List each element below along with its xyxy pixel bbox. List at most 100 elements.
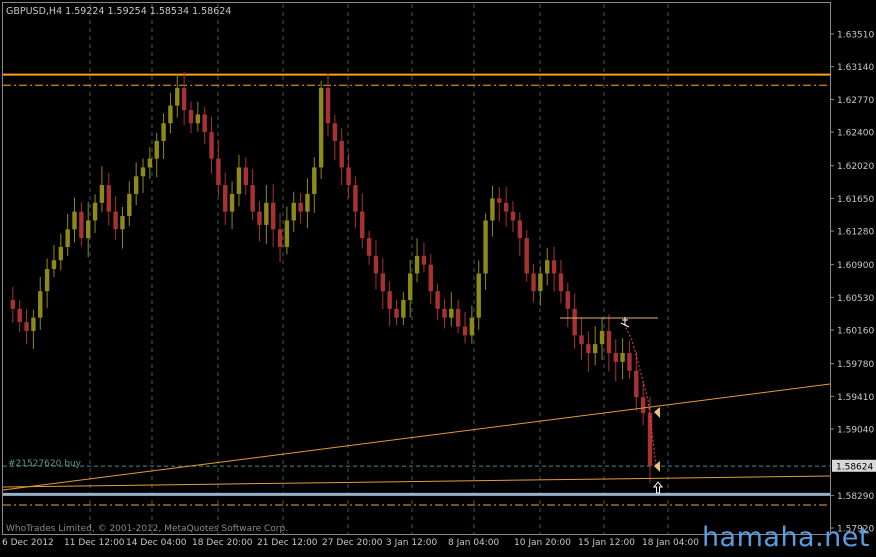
candle [264, 185, 269, 244]
price-tick-label: 1.57920 [837, 525, 874, 535]
price-tick-label: 1.59410 [837, 393, 874, 403]
order-label: #21527620 buy [8, 459, 82, 469]
price-tick-label: 1.62400 [837, 129, 874, 139]
candle [373, 239, 379, 290]
price-tick-label: 1.59040 [837, 426, 874, 436]
candle [428, 254, 433, 305]
candle [414, 238, 420, 283]
candle [455, 299, 461, 334]
candle [558, 259, 564, 304]
candle [223, 172, 228, 225]
trendline-lower[interactable] [2, 475, 831, 488]
time-tick-label: 8 Jan 04:00 [448, 538, 500, 548]
cursor-crosshair-icon [620, 317, 630, 328]
candle [497, 187, 502, 222]
candle [168, 92, 173, 134]
candle [127, 181, 132, 226]
candle [243, 157, 248, 196]
time-tick-label: 14 Dec 04:00 [126, 538, 187, 548]
candle [634, 351, 639, 412]
candle [58, 233, 64, 271]
candle [531, 264, 536, 302]
candle [490, 185, 495, 237]
candle [236, 154, 242, 207]
candle [65, 213, 70, 257]
candle [606, 314, 612, 372]
candle [51, 245, 57, 278]
candle [442, 298, 447, 329]
candle [31, 309, 36, 349]
candle [250, 168, 255, 221]
candle [421, 242, 427, 273]
candle [257, 201, 262, 242]
candles [10, 71, 653, 483]
price-tick-label: 1.59780 [837, 360, 874, 370]
time-tick-label: 27 Dec 20:00 [322, 538, 383, 548]
time-tick-label: 6 Dec 2012 [2, 538, 54, 548]
candle [545, 247, 550, 286]
grid [89, 4, 669, 534]
time-tick-label: 18 Jan 04:00 [642, 538, 699, 548]
current-marker-icon [654, 461, 660, 472]
candle [346, 153, 351, 198]
candle [613, 339, 618, 382]
candle [229, 181, 235, 230]
candle [503, 186, 509, 227]
candle [38, 276, 43, 330]
candle [572, 293, 577, 349]
candle [113, 196, 118, 240]
candle [565, 282, 570, 328]
price-tick-label: 1.61280 [837, 228, 874, 238]
current-price-box [832, 459, 876, 472]
candle [469, 305, 475, 344]
candle [366, 230, 372, 265]
trendline-upper[interactable] [2, 383, 831, 491]
candle [599, 317, 605, 360]
candle [270, 184, 276, 248]
candle [462, 311, 468, 344]
candle [72, 197, 77, 243]
candle [538, 266, 543, 306]
candle [435, 283, 440, 321]
candle [401, 291, 406, 326]
candle [360, 193, 365, 249]
price-tick-label: 1.60900 [837, 261, 874, 271]
candle [291, 191, 296, 232]
candle [154, 132, 159, 178]
chart-objects[interactable] [2, 317, 831, 494]
time-tick-label: 21 Dec 12:00 [257, 538, 318, 548]
price-tick-label: 1.63140 [837, 63, 874, 73]
candle [592, 326, 598, 366]
horizontal-levels[interactable] [3, 73, 830, 506]
candle [586, 331, 591, 373]
candle [517, 212, 523, 257]
candle [318, 80, 324, 179]
candle [195, 101, 201, 132]
candle [380, 258, 386, 309]
candle [640, 382, 646, 426]
candle [140, 158, 146, 193]
candle [86, 201, 91, 258]
candle [133, 162, 139, 206]
entry-marker-icon [654, 407, 660, 418]
candle [10, 286, 16, 323]
candle [627, 340, 632, 379]
candle [147, 147, 153, 179]
candle [325, 73, 331, 136]
candle [44, 258, 50, 308]
time-tick-label: 10 Jan 20:00 [514, 538, 571, 548]
candle [408, 259, 413, 318]
candle [339, 128, 344, 186]
candle [483, 213, 488, 290]
price-tick-label: 1.60160 [837, 327, 874, 337]
trade-path [623, 323, 657, 467]
candle [449, 291, 454, 327]
candle [209, 116, 214, 174]
price-tick-label: 1.58290 [837, 492, 874, 502]
watermark-text: hamaha.net [701, 522, 870, 553]
current-price-label: 1.58624 [836, 462, 873, 472]
candle [284, 206, 290, 255]
plot-border [2, 2, 831, 535]
